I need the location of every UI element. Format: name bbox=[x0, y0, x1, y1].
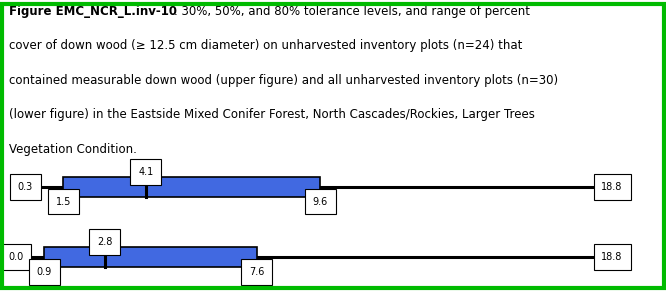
Text: . 30%, 50%, and 80% tolerance levels, and range of percent: . 30%, 50%, and 80% tolerance levels, an… bbox=[174, 5, 530, 18]
Text: 0.9: 0.9 bbox=[37, 267, 52, 277]
Text: 18.8: 18.8 bbox=[601, 182, 623, 192]
Text: Figure EMC_NCR_L.inv-10: Figure EMC_NCR_L.inv-10 bbox=[9, 5, 176, 18]
Text: 4.1: 4.1 bbox=[139, 167, 153, 177]
Bar bbox=[63, 177, 320, 197]
Text: Vegetation Condition.: Vegetation Condition. bbox=[9, 143, 137, 156]
Text: 7.6: 7.6 bbox=[249, 267, 264, 277]
Text: cover of down wood (≥ 12.5 cm diameter) on unharvested inventory plots (n=24) th: cover of down wood (≥ 12.5 cm diameter) … bbox=[9, 39, 522, 52]
Text: 9.6: 9.6 bbox=[313, 197, 328, 207]
Text: 0.3: 0.3 bbox=[18, 182, 33, 192]
Text: (lower figure) in the Eastside Mixed Conifer Forest, North Cascades/Rockies, Lar: (lower figure) in the Eastside Mixed Con… bbox=[9, 108, 535, 121]
Text: 0.0: 0.0 bbox=[8, 252, 23, 262]
Text: 1.5: 1.5 bbox=[56, 197, 71, 207]
Bar bbox=[45, 247, 257, 267]
Text: 2.8: 2.8 bbox=[97, 237, 113, 247]
Text: contained measurable down wood (upper figure) and all unharvested inventory plot: contained measurable down wood (upper fi… bbox=[9, 74, 558, 87]
Text: 18.8: 18.8 bbox=[601, 252, 623, 262]
